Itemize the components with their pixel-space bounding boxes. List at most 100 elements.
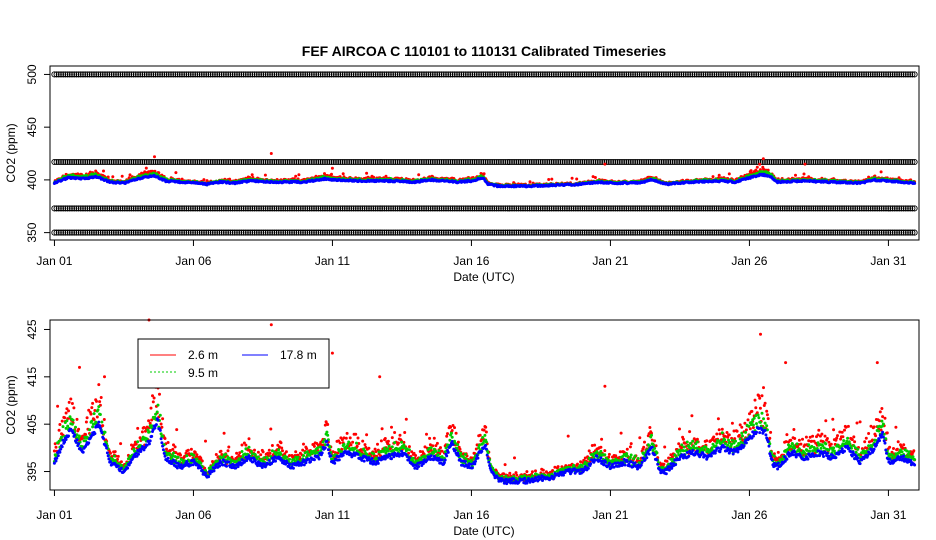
- reference-point: [473, 158, 480, 166]
- reference-point: [676, 205, 683, 212]
- reference-point: [614, 71, 621, 78]
- reference-point: [121, 71, 128, 78]
- reference-point: [418, 229, 425, 236]
- reference-point: [376, 229, 384, 236]
- reference-point: [242, 71, 249, 78]
- reference-point: [117, 71, 124, 78]
- reference-point: [821, 229, 828, 236]
- reference-point: [198, 158, 205, 166]
- reference-point: [889, 205, 896, 212]
- reference-point: [739, 229, 747, 236]
- reference-point: [528, 229, 535, 236]
- reference-point: [715, 229, 722, 236]
- reference-point: [121, 158, 128, 166]
- reference-point: [623, 158, 630, 166]
- reference-point: [255, 158, 263, 166]
- reference-point: [398, 205, 406, 212]
- reference-point: [627, 71, 634, 78]
- point-2-6m: [60, 419, 64, 423]
- reference-point: [90, 205, 98, 212]
- reference-point: [849, 158, 857, 166]
- reference-point: [874, 229, 881, 236]
- reference-point: [218, 158, 225, 166]
- reference-point: [660, 158, 667, 166]
- reference-point: [704, 71, 711, 78]
- reference-point: [704, 158, 711, 166]
- reference-point: [458, 158, 465, 166]
- reference-point: [601, 205, 608, 212]
- reference-point: [132, 158, 139, 166]
- reference-point: [904, 229, 912, 236]
- reference-point: [682, 158, 689, 166]
- reference-point: [372, 205, 379, 212]
- reference-point: [744, 71, 751, 78]
- reference-point: [473, 71, 480, 78]
- reference-point: [546, 205, 553, 212]
- reference-point: [557, 158, 564, 166]
- reference-point: [680, 158, 687, 166]
- reference-point: [192, 71, 199, 78]
- reference-point: [772, 158, 780, 166]
- reference-point: [790, 229, 797, 236]
- reference-point: [671, 71, 678, 78]
- reference-point: [605, 205, 612, 212]
- reference-point: [682, 71, 689, 78]
- reference-point: [715, 158, 722, 166]
- reference-point: [691, 205, 698, 212]
- reference-point: [548, 229, 555, 236]
- reference-point: [368, 205, 375, 212]
- reference-point: [449, 205, 456, 212]
- reference-point: [871, 229, 879, 236]
- reference-point: [805, 229, 813, 236]
- reference-point: [350, 158, 357, 166]
- reference-point: [431, 229, 439, 236]
- reference-point: [625, 71, 632, 78]
- point-2-6m: [84, 433, 88, 436]
- reference-point: [581, 205, 588, 212]
- reference-point: [748, 205, 755, 212]
- reference-point: [139, 71, 146, 78]
- reference-point: [172, 71, 179, 78]
- y-tick-label: 450: [25, 117, 39, 137]
- reference-point: [225, 205, 232, 212]
- reference-point: [605, 158, 612, 166]
- reference-point: [726, 158, 733, 166]
- reference-point: [304, 158, 311, 166]
- reference-point: [636, 71, 643, 78]
- reference-point: [464, 229, 472, 236]
- point-2-6m: [417, 173, 421, 177]
- reference-point: [383, 158, 390, 166]
- reference-point: [882, 71, 890, 78]
- reference-point: [64, 229, 71, 236]
- reference-point: [860, 205, 868, 212]
- reference-point: [612, 158, 619, 166]
- reference-point: [79, 71, 87, 78]
- reference-point: [363, 229, 370, 236]
- reference-point: [73, 205, 80, 212]
- reference-point: [229, 229, 236, 236]
- reference-point: [156, 71, 164, 78]
- reference-point: [786, 71, 793, 78]
- reference-point: [227, 205, 234, 212]
- reference-point: [429, 205, 436, 212]
- x-tick-label: Jan 21: [592, 254, 628, 268]
- reference-point: [772, 205, 780, 212]
- reference-point: [370, 71, 377, 78]
- reference-point: [194, 229, 201, 236]
- reference-point: [491, 205, 498, 212]
- reference-point: [335, 71, 342, 78]
- reference-point: [790, 205, 797, 212]
- reference-point: [678, 205, 685, 212]
- reference-point: [75, 205, 82, 212]
- reference-point: [893, 71, 901, 78]
- reference-point: [522, 71, 529, 78]
- reference-point: [66, 205, 73, 212]
- reference-point: [603, 158, 610, 166]
- reference-point: [372, 71, 379, 78]
- reference-point: [676, 158, 683, 166]
- reference-point: [291, 71, 298, 78]
- reference-point: [99, 158, 106, 166]
- reference-point: [698, 205, 705, 212]
- reference-point: [368, 229, 375, 236]
- reference-point: [777, 158, 784, 166]
